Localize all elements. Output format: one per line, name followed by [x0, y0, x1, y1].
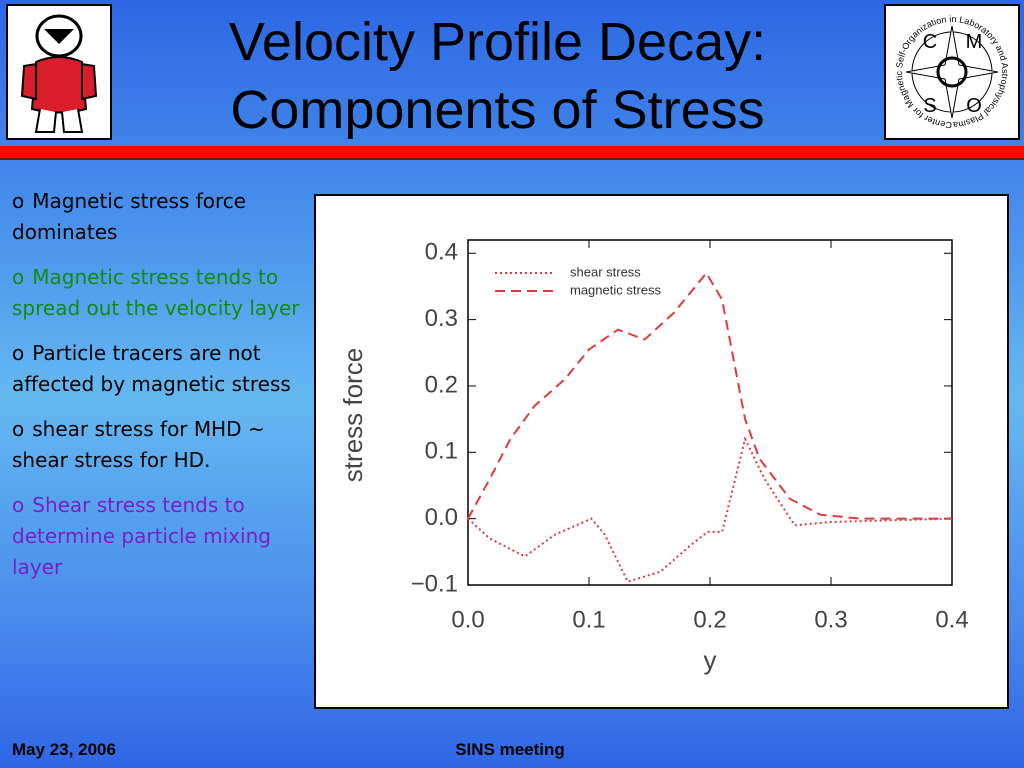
cmso-logo: Center for Magnetic Self-Organization in… [884, 4, 1020, 140]
x-tick-label: 0.2 [693, 606, 726, 633]
bullet-marker: o [12, 493, 25, 517]
bullet: o Magnetic stress tends to spread out the… [12, 262, 312, 324]
y-tick-label: −0.1 [411, 570, 458, 597]
y-tick-label: 0.2 [425, 371, 458, 398]
bullet: o shear stress for MHD ~ shear stress for… [12, 414, 312, 476]
series-line [467, 271, 952, 520]
footer-date: May 23, 2006 [12, 740, 116, 759]
bullet-text: Magnetic stress tends to spread out the … [12, 265, 300, 320]
chart-panel [314, 194, 1009, 709]
y-tick-label: 0.1 [425, 438, 458, 465]
bullet-text: Particle tracers are not affected by mag… [12, 341, 291, 396]
bullet-text: Magnetic stress force dominates [12, 189, 247, 244]
logo-letter: O [966, 95, 982, 117]
x-tick-label: 0.3 [814, 606, 847, 633]
legend-label: magnetic stress [570, 282, 662, 297]
x-tick-label: 0.1 [572, 606, 605, 633]
bullet-text: shear stress for MHD ~ shear stress for … [12, 417, 265, 472]
bullet-marker: o [12, 189, 25, 213]
bullet: o Particle tracers are not affected by ma… [12, 338, 312, 400]
logo-letter: S [923, 95, 936, 117]
bullet-list: o Magnetic stress force dominates o Magneti… [12, 186, 312, 597]
bullet-marker: o [12, 265, 25, 289]
bullet-marker: o [12, 417, 25, 441]
legend-label: shear stress [570, 264, 641, 279]
footer-event: SINS meeting [455, 740, 565, 759]
y-tick-label: 0.3 [425, 305, 458, 332]
slide-title: Velocity Profile Decay: Components of St… [120, 8, 875, 144]
logo-letter: C [923, 31, 937, 53]
y-tick-label: 0.0 [425, 504, 458, 531]
bullet: o Shear stress tends to determine particl… [12, 490, 312, 583]
title-line: Components of Stress [230, 80, 765, 140]
x-tick-label: 0.0 [451, 606, 484, 633]
bullet-marker: o [12, 341, 25, 365]
x-tick-label: 0.4 [935, 606, 968, 633]
logo-letter: M [966, 31, 983, 53]
bullet-text: Shear stress tends to determine particle… [12, 493, 271, 579]
badger-logo [6, 4, 112, 140]
title-line: Velocity Profile Decay: [228, 12, 767, 72]
series-line [467, 436, 953, 583]
red-bar [0, 146, 1024, 160]
plot-frame [467, 239, 953, 586]
bullet: o Magnetic stress force dominates [12, 186, 312, 248]
x-axis-label: y [704, 645, 717, 675]
y-axis-label: stress force [338, 348, 368, 482]
y-tick-label: 0.4 [425, 239, 458, 266]
